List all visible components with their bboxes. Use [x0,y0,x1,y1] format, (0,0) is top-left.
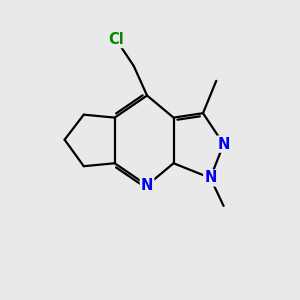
Text: N: N [218,136,230,152]
Text: N: N [141,178,153,193]
Text: Cl: Cl [108,32,124,47]
Text: N: N [204,170,217,185]
